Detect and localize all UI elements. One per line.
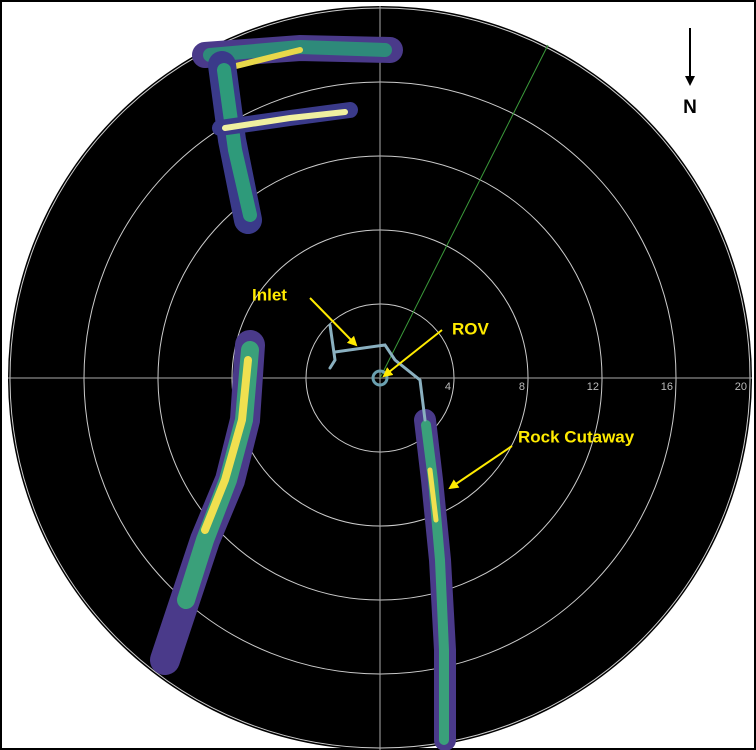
range-label: 12 bbox=[587, 381, 599, 393]
north-label: N bbox=[683, 97, 697, 118]
range-label: 8 bbox=[519, 381, 525, 393]
rock-cutaway-label: Rock Cutaway bbox=[518, 427, 635, 446]
range-label: 16 bbox=[661, 381, 673, 393]
inlet-label: Inlet bbox=[252, 285, 287, 304]
sonar-display: 4 8 12 16 20 Inlet ROV Rock Cutaway N bbox=[0, 0, 756, 750]
range-label: 20 bbox=[735, 381, 747, 393]
range-label: 4 bbox=[445, 381, 451, 393]
rov-label: ROV bbox=[452, 319, 490, 338]
